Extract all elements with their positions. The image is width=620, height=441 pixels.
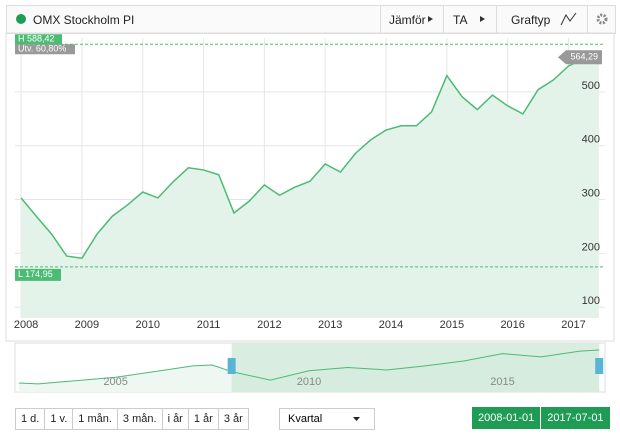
x-tick-label: 2011 xyxy=(197,319,221,331)
dropdown-arrow xyxy=(353,417,360,421)
y-tick-label: 400 xyxy=(582,134,600,146)
nav-tick-label: 2010 xyxy=(297,376,321,388)
y-tick-label: 300 xyxy=(582,187,600,199)
change-label: Utv. 60,80% xyxy=(18,44,66,54)
last-label: 564,29 xyxy=(570,52,598,62)
last-tag xyxy=(558,50,602,65)
x-tick-label: 2009 xyxy=(75,319,99,331)
range-button[interactable]: i år xyxy=(161,408,189,430)
low-tag xyxy=(15,268,61,281)
end-date[interactable]: 2017-07-01 xyxy=(541,407,611,429)
line xyxy=(20,58,600,260)
handle[interactable] xyxy=(227,358,236,374)
nav-line xyxy=(18,349,600,385)
x-tick-label: 2015 xyxy=(440,319,464,331)
y-tick-label: 500 xyxy=(582,80,600,92)
low-label: L 174,95 xyxy=(18,269,53,279)
toolbar-title: OMX Stockholm PI xyxy=(33,13,135,27)
plot-border xyxy=(5,32,615,342)
separator xyxy=(443,6,444,33)
x-tick-label: 2017 xyxy=(561,319,585,331)
separator xyxy=(496,6,497,33)
high-tag xyxy=(15,34,62,45)
change-tag xyxy=(15,44,75,55)
period-label: Kvartal xyxy=(288,413,323,425)
line-icon xyxy=(560,12,577,26)
period-dropdown[interactable]: Kvartal xyxy=(279,408,375,430)
x-tick-label: 2010 xyxy=(135,319,159,331)
nav-tick-label: 2005 xyxy=(103,376,127,388)
nav-tick-label: 2015 xyxy=(490,376,514,388)
toolbar: OMX Stockholm PI Jämför TA Graftyp xyxy=(6,5,616,34)
chart-type-button[interactable]: Graftyp xyxy=(511,13,551,27)
area xyxy=(21,59,599,318)
x-tick-label: 2012 xyxy=(257,319,281,331)
x-tick-label: 2014 xyxy=(379,319,403,331)
settings-icon[interactable] xyxy=(595,6,609,33)
selection xyxy=(231,343,600,392)
range-button[interactable]: 1 mån. xyxy=(72,408,118,430)
range-button[interactable]: 1 v. xyxy=(44,408,74,430)
start-date[interactable]: 2008-01-01 xyxy=(472,407,542,429)
range-button[interactable]: 3 mån. xyxy=(116,408,163,430)
range-buttons: 1 d. 1 v. 1 mån. 3 mån. i år 1 år 3 år xyxy=(15,408,249,430)
range-button[interactable]: 1 d. xyxy=(15,408,46,430)
separator xyxy=(380,6,381,33)
handle[interactable] xyxy=(595,358,604,374)
y-tick-label: 200 xyxy=(582,241,600,253)
compare-button[interactable]: Jämför xyxy=(389,13,426,27)
x-tick-label: 2016 xyxy=(500,319,524,331)
range-button[interactable]: 3 år xyxy=(217,408,249,430)
ta-button[interactable]: TA xyxy=(453,13,468,27)
x-tick-label: 2013 xyxy=(318,319,342,331)
high-label: H 588,42 xyxy=(18,34,55,44)
series-dot xyxy=(16,14,26,24)
arrow xyxy=(428,16,433,22)
x-tick-label: 2008 xyxy=(14,319,38,331)
y-tick-label: 100 xyxy=(582,295,600,307)
arrow xyxy=(480,16,485,22)
separator xyxy=(587,6,588,33)
date-range: 2008-01-01 2017-07-01 xyxy=(472,407,611,429)
range-button[interactable]: 1 år xyxy=(187,408,219,430)
